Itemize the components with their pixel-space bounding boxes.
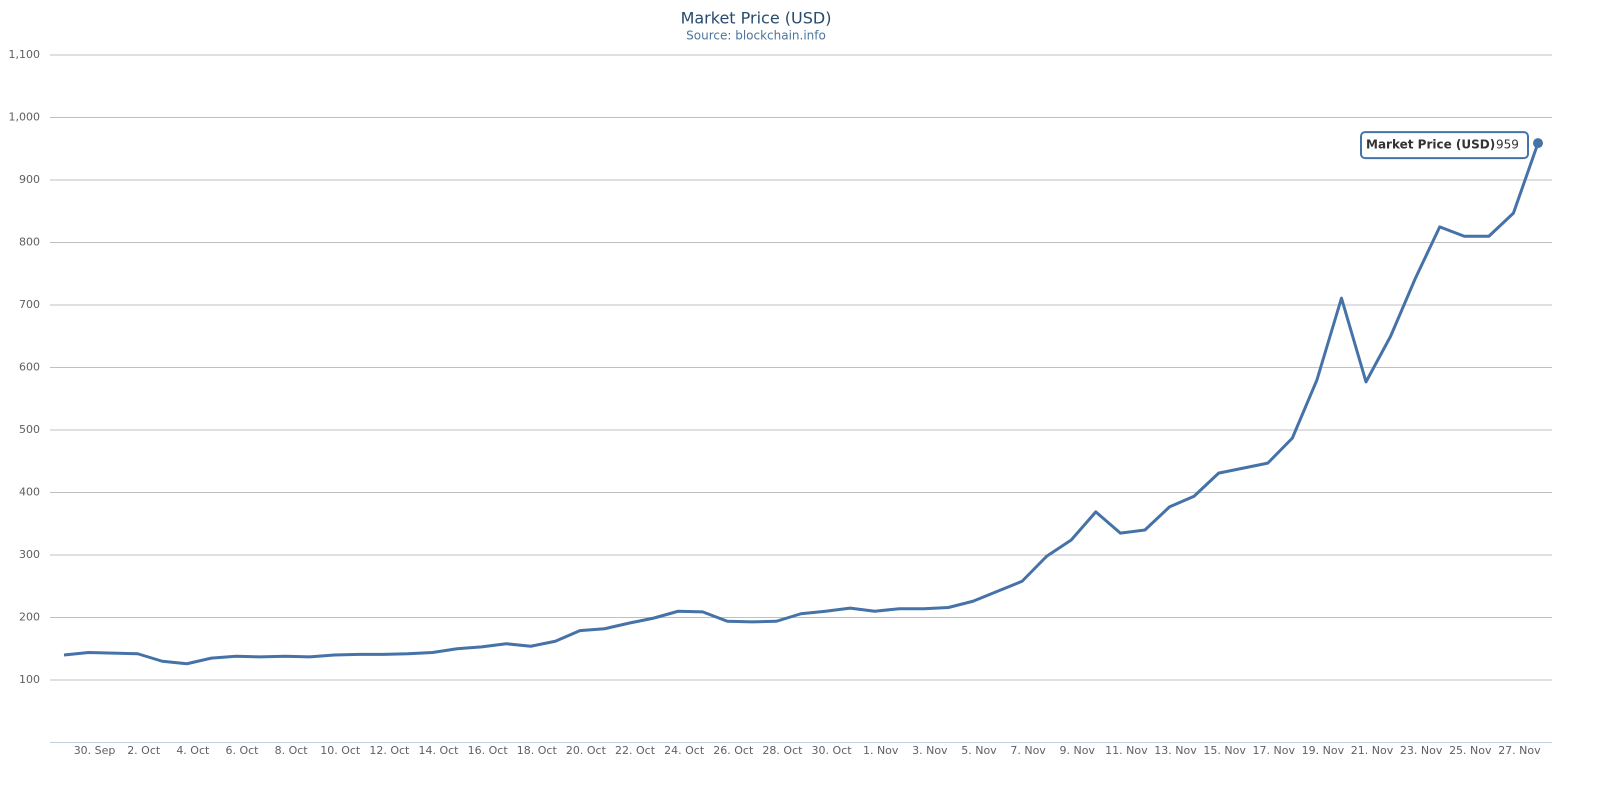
x-tick-label: 13. Nov	[1154, 744, 1197, 757]
x-tick-label: 2. Oct	[127, 744, 161, 757]
x-tick-label: 20. Oct	[566, 744, 607, 757]
y-tick-label: 500	[19, 423, 40, 436]
x-tick-label: 24. Oct	[664, 744, 705, 757]
x-tick-label: 19. Nov	[1302, 744, 1345, 757]
x-tick-label: 23. Nov	[1400, 744, 1443, 757]
hover-marker	[1533, 138, 1543, 149]
y-tick-label: 100	[19, 673, 40, 686]
tooltip-box	[1360, 131, 1529, 160]
x-tick-label: 30. Oct	[812, 744, 853, 757]
tooltip-value: 959	[1496, 138, 1519, 152]
x-tick-label: 9. Nov	[1059, 744, 1095, 757]
y-tick-label: 1,000	[9, 111, 41, 124]
x-tick-label: 15. Nov	[1203, 744, 1246, 757]
y-tick-label: 600	[19, 361, 40, 374]
chart-subtitle: Source: blockchain.info	[686, 29, 826, 43]
x-tick-label: 22. Oct	[615, 744, 656, 757]
x-tick-label: 8. Oct	[275, 744, 309, 757]
x-tick-label: 11. Nov	[1105, 744, 1148, 757]
x-tick-label: 16. Oct	[468, 744, 509, 757]
x-tick-label: 1. Nov	[863, 744, 899, 757]
x-tick-label: 7. Nov	[1010, 744, 1046, 757]
x-tick-label: 30. Sep	[74, 744, 116, 757]
x-tick-label: 18. Oct	[517, 744, 558, 757]
price-line	[63, 142, 1540, 666]
x-tick-label: 6. Oct	[225, 744, 259, 757]
y-tick-label: 200	[19, 611, 40, 624]
x-tick-label: 27. Nov	[1498, 744, 1541, 757]
x-tick-label: 25. Nov	[1449, 744, 1492, 757]
y-tick-label: 400	[19, 486, 40, 499]
x-tick-label: 4. Oct	[176, 744, 210, 757]
x-tick-label: 3. Nov	[912, 744, 948, 757]
tooltip-name: Market Price (USD)	[1366, 138, 1495, 152]
x-tick-label: 17. Nov	[1253, 744, 1296, 757]
y-tick-label: 300	[19, 548, 40, 561]
y-tick-label: 700	[19, 298, 40, 311]
x-tick-label: 14. Oct	[418, 744, 459, 757]
x-tick-label: 21. Nov	[1351, 744, 1394, 757]
y-tick-label: 800	[19, 236, 40, 249]
y-tick-label: 1,100	[9, 48, 41, 61]
x-tick-label: 10. Oct	[320, 744, 361, 757]
x-tick-label: 12. Oct	[369, 744, 410, 757]
x-tick-label: 28. Oct	[762, 744, 803, 757]
x-tick-label: 26. Oct	[713, 744, 754, 757]
x-tick-label: 5. Nov	[961, 744, 997, 757]
chart-title: Market Price (USD)	[681, 9, 832, 28]
y-tick-label: 900	[19, 173, 40, 186]
